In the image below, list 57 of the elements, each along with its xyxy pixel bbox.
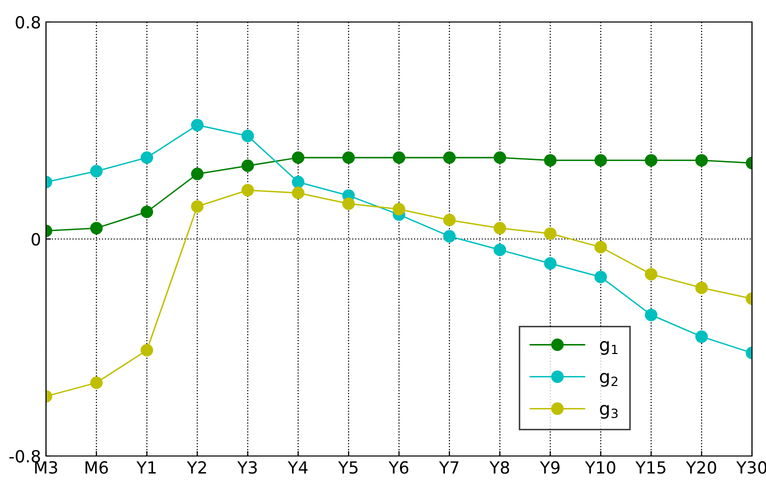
x-tick-label: Y4 xyxy=(288,461,308,474)
x-tick-label: M3 xyxy=(35,461,58,474)
point xyxy=(191,118,204,132)
point xyxy=(544,154,557,167)
point xyxy=(594,240,607,254)
x-tick-label: Y1 xyxy=(136,461,156,474)
point xyxy=(90,164,103,178)
point xyxy=(695,154,708,167)
legend-label: g$_{3}$ xyxy=(600,404,618,419)
x-tick-label: M6 xyxy=(86,461,108,474)
point xyxy=(644,154,658,167)
x-tick-label: Y20 xyxy=(686,461,716,474)
legend-label: g$_{2}$ xyxy=(600,372,618,387)
x-tick-label: Y10 xyxy=(584,461,616,474)
point xyxy=(140,206,154,218)
point xyxy=(342,151,355,164)
x-tick-label: Y2 xyxy=(186,461,206,474)
point xyxy=(90,222,103,234)
point xyxy=(392,202,406,216)
y-tick-label: 0 xyxy=(32,232,40,246)
point xyxy=(494,151,506,164)
point xyxy=(90,376,103,390)
point xyxy=(594,270,607,284)
point xyxy=(544,227,557,240)
point xyxy=(292,176,304,188)
point xyxy=(241,160,254,172)
x-tick-label: Y6 xyxy=(388,461,408,474)
x-tick-label: Y8 xyxy=(489,461,510,474)
point xyxy=(644,308,658,322)
x-tick-label: Y5 xyxy=(338,461,358,474)
point xyxy=(292,186,304,200)
point xyxy=(140,344,154,356)
point xyxy=(191,200,204,213)
point xyxy=(443,214,456,226)
point xyxy=(695,282,708,294)
point xyxy=(241,130,254,142)
x-tick-label: Y3 xyxy=(237,461,257,474)
point xyxy=(392,151,406,164)
point xyxy=(695,330,708,343)
point xyxy=(644,268,658,281)
point xyxy=(140,151,154,164)
point xyxy=(494,244,506,256)
point xyxy=(443,151,456,164)
x-tick-label: Y15 xyxy=(635,461,666,474)
point xyxy=(544,257,557,270)
y-tick-label: 0.8 xyxy=(16,16,40,29)
y-tick-label: -0.8 xyxy=(9,450,40,463)
point xyxy=(494,222,506,234)
point xyxy=(191,168,204,180)
x-tick-label: Y9 xyxy=(540,461,560,474)
point xyxy=(342,197,355,210)
point xyxy=(241,184,254,196)
point xyxy=(292,151,304,164)
x-tick-label: Y7 xyxy=(439,461,458,474)
point xyxy=(594,154,607,167)
point xyxy=(443,230,456,243)
legend-label: g$_{1}$ xyxy=(600,340,618,355)
